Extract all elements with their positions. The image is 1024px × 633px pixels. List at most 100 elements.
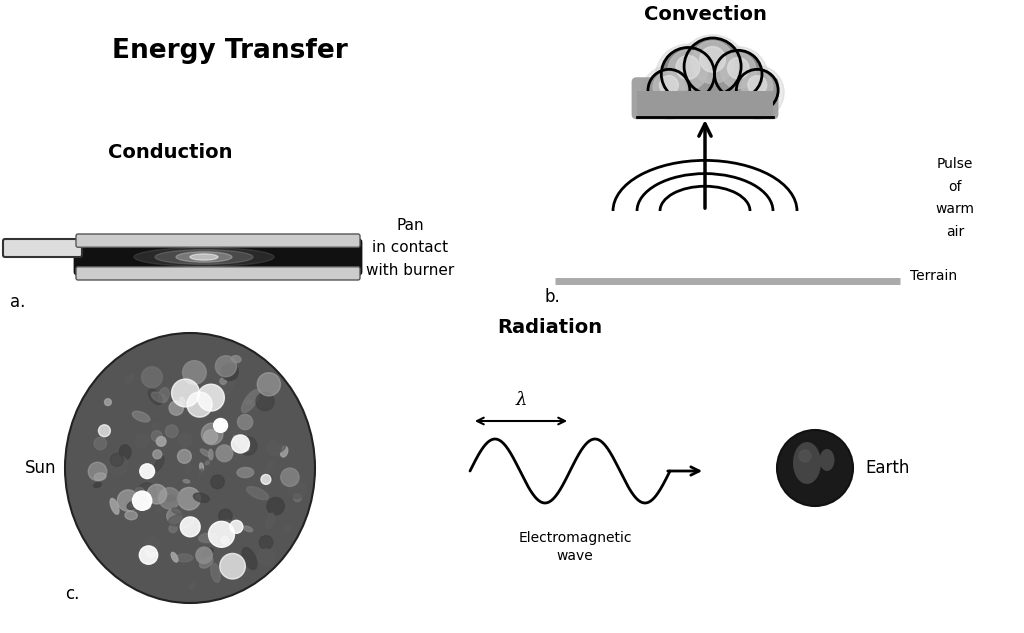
Text: Convection: Convection [643,5,766,24]
Ellipse shape [184,463,190,472]
Ellipse shape [127,501,139,510]
Circle shape [257,373,281,396]
Circle shape [648,70,690,111]
Circle shape [220,553,246,579]
Ellipse shape [198,469,203,477]
Ellipse shape [228,375,234,385]
Ellipse shape [243,548,257,570]
Circle shape [261,475,271,484]
Circle shape [215,356,237,377]
Ellipse shape [152,392,167,403]
Circle shape [662,47,715,101]
Circle shape [256,392,274,411]
Circle shape [167,509,181,523]
Circle shape [294,494,301,501]
Circle shape [214,418,227,432]
Text: Sun: Sun [25,459,56,477]
Ellipse shape [231,356,241,363]
Circle shape [659,75,678,94]
Circle shape [178,487,201,510]
Circle shape [655,44,721,110]
Text: c.: c. [65,585,80,603]
Text: a.: a. [10,293,26,311]
Circle shape [668,50,708,90]
Circle shape [209,522,234,548]
Circle shape [219,509,232,523]
Circle shape [141,367,163,387]
Ellipse shape [168,515,193,526]
Circle shape [239,437,257,455]
Circle shape [221,363,239,380]
Circle shape [88,462,106,480]
Ellipse shape [94,473,106,480]
Circle shape [145,546,157,557]
Circle shape [172,379,200,407]
Ellipse shape [125,374,135,384]
FancyBboxPatch shape [3,239,82,257]
Circle shape [177,449,191,463]
Circle shape [169,525,177,532]
Circle shape [721,53,756,89]
FancyBboxPatch shape [637,91,773,119]
Ellipse shape [182,517,194,528]
Ellipse shape [793,442,821,484]
Text: Terrain: Terrain [910,269,957,283]
Circle shape [748,75,767,94]
Circle shape [220,520,236,536]
Ellipse shape [209,449,213,460]
Circle shape [777,430,853,506]
Ellipse shape [231,428,242,436]
Ellipse shape [200,463,204,471]
Ellipse shape [165,495,175,501]
Ellipse shape [132,411,150,422]
Ellipse shape [245,400,252,404]
Circle shape [267,498,285,515]
Circle shape [111,453,123,467]
Circle shape [741,72,773,103]
Ellipse shape [171,553,178,562]
Ellipse shape [233,435,249,451]
Circle shape [289,481,306,499]
Circle shape [157,437,166,446]
Circle shape [94,437,106,450]
Circle shape [238,415,253,430]
Circle shape [159,487,180,509]
Ellipse shape [179,397,185,406]
Circle shape [691,41,734,84]
Ellipse shape [189,583,196,590]
Circle shape [104,399,112,406]
Ellipse shape [205,461,209,465]
Circle shape [642,65,695,119]
Circle shape [684,38,741,95]
Ellipse shape [202,548,213,559]
Circle shape [187,392,212,417]
Ellipse shape [156,508,162,513]
Circle shape [217,378,233,394]
Ellipse shape [266,513,274,529]
Circle shape [166,425,178,437]
Circle shape [220,378,226,384]
FancyBboxPatch shape [632,77,778,119]
Circle shape [231,435,250,453]
Text: λ: λ [515,391,526,409]
Circle shape [132,491,152,510]
Circle shape [153,450,162,459]
FancyBboxPatch shape [76,266,360,280]
Ellipse shape [155,249,253,265]
Circle shape [266,441,282,455]
Text: Conduction: Conduction [108,143,232,162]
Ellipse shape [142,480,158,496]
Ellipse shape [201,449,210,456]
Ellipse shape [175,554,193,562]
Circle shape [204,430,218,444]
Circle shape [147,484,167,504]
Ellipse shape [111,498,119,514]
Ellipse shape [172,508,182,515]
Circle shape [736,70,778,111]
Ellipse shape [229,515,237,522]
Text: Energy Transfer: Energy Transfer [112,38,348,64]
Ellipse shape [120,445,131,460]
Circle shape [221,536,228,544]
Circle shape [135,434,150,448]
Circle shape [137,483,157,501]
